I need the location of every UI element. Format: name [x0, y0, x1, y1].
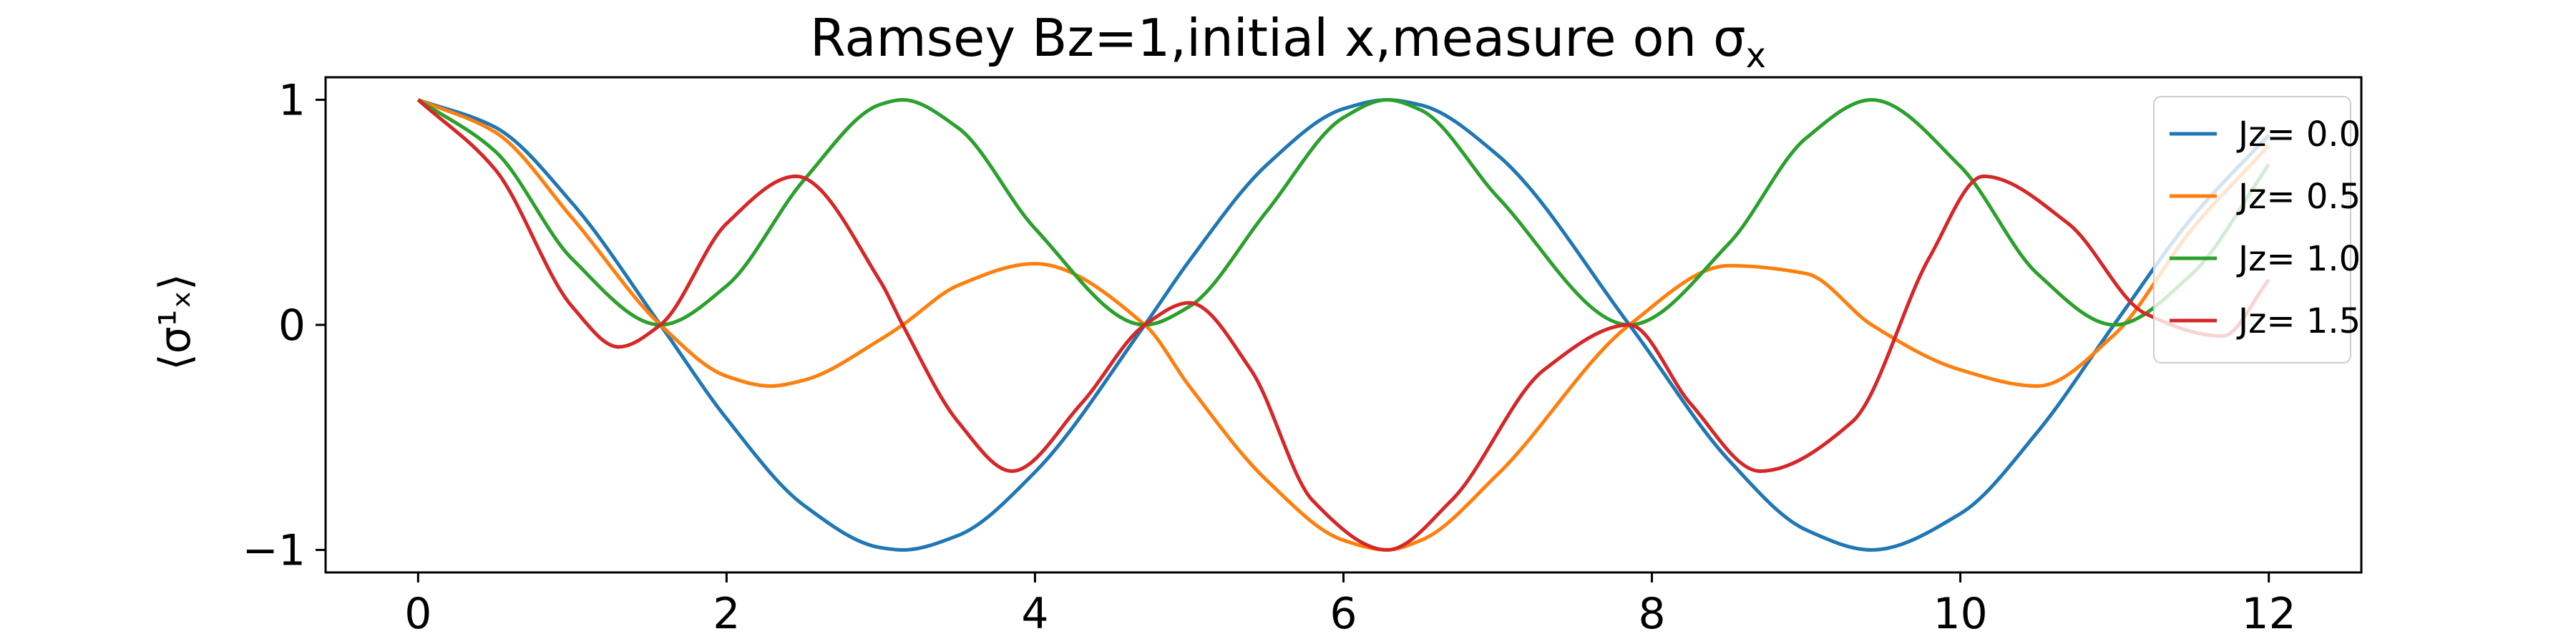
legend-label-2: Jz= 1.0: [2236, 239, 2361, 279]
x-tick-label: 6: [1330, 589, 1357, 639]
plot-area-frame: [324, 76, 2363, 574]
series-layer: [416, 97, 2270, 552]
x-tick-label: 4: [1021, 589, 1048, 639]
y-tick-label: 0: [278, 301, 306, 351]
legend-label-1: Jz= 0.5: [2236, 177, 2361, 217]
y-tick-label: 1: [278, 75, 306, 125]
series-line-0: [417, 97, 2270, 552]
y-axis-label: ⟨σ¹ₓ⟩: [150, 273, 200, 371]
chart-title-text: Ramsey Bz=1,initial x,measure on σ: [810, 8, 1746, 68]
x-tick-label: 2: [713, 589, 740, 639]
y-tick-label: −1: [243, 526, 306, 576]
legend: Jz= 0.0 Jz= 0.5 Jz= 1.0 Jz= 1.5: [2153, 96, 2361, 364]
legend-box: [2153, 96, 2351, 364]
chart-title: Ramsey Bz=1,initial x,measure on σx: [810, 8, 1766, 76]
x-tick-label: 10: [1933, 589, 1987, 639]
x-tick-label: 8: [1638, 589, 1665, 639]
chart-title-subscript: x: [1746, 36, 1766, 76]
series-line-2: [416, 97, 2270, 327]
x-tick-label: 12: [2242, 589, 2296, 639]
tick-layer: 0 2 4 6 8 10 12 −1 0 1: [243, 75, 2296, 639]
series-line-1: [417, 98, 2270, 552]
legend-label-3: Jz= 1.5: [2236, 301, 2361, 341]
legend-label-0: Jz= 0.0: [2236, 114, 2361, 155]
x-tick-label: 0: [404, 589, 431, 639]
series-line-3: [416, 98, 2270, 552]
